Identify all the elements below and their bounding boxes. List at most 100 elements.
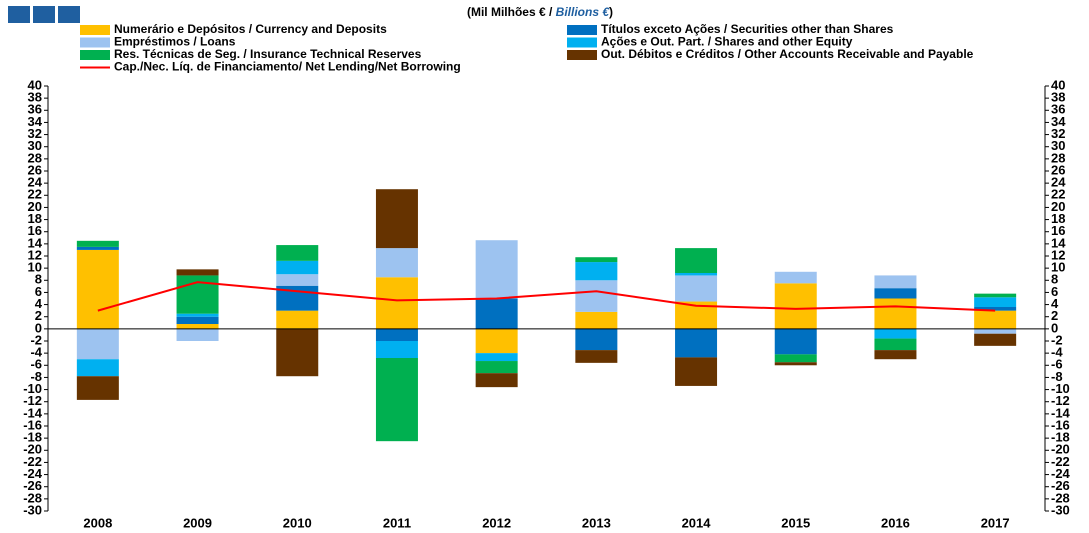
bar-segment [675, 275, 718, 302]
legend-swatch [567, 37, 597, 48]
y-tick-label: 22 [28, 187, 42, 202]
bar-segment [276, 310, 319, 329]
bar-segment [375, 341, 418, 358]
x-tick-label: 2016 [881, 515, 910, 530]
y2-tick-label: 16 [1051, 223, 1065, 238]
bar-segment [575, 350, 618, 363]
bar-segment [276, 245, 319, 261]
bar-segment [375, 358, 418, 442]
legend-label: Cap./Nec. Líq. de Financiamento/ Net Len… [114, 60, 461, 74]
y2-tick-label: -12 [1051, 393, 1070, 408]
legend-swatch [567, 50, 597, 60]
bar-segment [76, 359, 119, 377]
y2-tick-label: 18 [1051, 211, 1065, 226]
legend-label: Ações e Out. Part. / Shares and other Eq… [601, 35, 853, 49]
y2-tick-label: 22 [1051, 187, 1065, 202]
y2-tick-label: 14 [1051, 235, 1066, 250]
y-tick-label: 8 [35, 272, 42, 287]
bar-segment [575, 257, 618, 263]
bar-segment [974, 293, 1017, 298]
net-lending-line [97, 281, 996, 312]
bar-segment [874, 338, 917, 351]
y2-tick-label: 26 [1051, 162, 1065, 177]
y-tick-label: -16 [23, 417, 42, 432]
chart-title: (Mil Milhões € / Billions €) [467, 5, 613, 19]
y2-tick-label: 36 [1051, 102, 1065, 117]
bar-segment [76, 240, 119, 247]
legend-label: Res. Técnicas de Seg. / Insurance Techni… [114, 47, 422, 61]
x-tick-label: 2015 [781, 515, 810, 530]
legend-label: Empréstimos / Loans [114, 35, 236, 49]
y2-tick-label: -6 [1051, 357, 1063, 372]
bar-segment [575, 262, 618, 281]
bar-segment [276, 328, 319, 377]
bar-segment [276, 260, 319, 275]
y-tick-label: -18 [23, 430, 42, 445]
legend-label: Títulos exceto Ações / Securities other … [601, 22, 894, 36]
bar-segment [675, 273, 718, 276]
x-tick-label: 2008 [83, 515, 112, 530]
y-tick-label: -26 [23, 478, 42, 493]
bar-segment [575, 311, 618, 329]
bar-segment [874, 350, 917, 360]
y-tick-label: 4 [35, 296, 43, 311]
bar-segment [675, 328, 718, 358]
bar-segment [874, 288, 917, 299]
logo-block [58, 6, 80, 23]
y-tick-label: 38 [28, 90, 42, 105]
y2-tick-label: -10 [1051, 381, 1070, 396]
y-tick-label: 10 [28, 260, 42, 275]
y2-tick-label: -20 [1051, 442, 1070, 457]
bar-segment [375, 277, 418, 329]
bar-segment [974, 297, 1017, 307]
legend-swatch [80, 37, 110, 48]
legend-swatch [80, 25, 110, 35]
y-tick-label: 36 [28, 102, 42, 117]
y2-tick-label: 30 [1051, 138, 1065, 153]
y2-tick-label: 34 [1051, 114, 1066, 129]
y-tick-label: 14 [28, 235, 43, 250]
title-en: Billions € [556, 5, 611, 19]
bar-segment [974, 333, 1017, 346]
bar-segment [176, 269, 219, 276]
y2-tick-label: -16 [1051, 417, 1070, 432]
x-tick-label: 2013 [582, 515, 611, 530]
y-tick-label: 0 [35, 320, 42, 335]
bar-segment [974, 328, 1017, 334]
y2-tick-label: 4 [1051, 296, 1059, 311]
y2-tick-label: 28 [1051, 150, 1065, 165]
y-tick-label: -12 [23, 393, 42, 408]
y2-tick-label: 38 [1051, 90, 1065, 105]
y-tick-label: 26 [28, 162, 42, 177]
y2-tick-label: 0 [1051, 320, 1058, 335]
y2-tick-label: -26 [1051, 478, 1070, 493]
y-tick-label: -6 [30, 357, 42, 372]
y-tick-label: 18 [28, 211, 42, 226]
y-tick-label: 6 [35, 284, 42, 299]
y2-tick-label: 20 [1051, 199, 1065, 214]
x-tick-label: 2014 [682, 515, 712, 530]
legend-swatch [567, 25, 597, 35]
bar-segment [375, 189, 418, 249]
y2-tick-label: -8 [1051, 369, 1063, 384]
logo-block [8, 6, 30, 23]
bar-segment [774, 362, 817, 366]
legend-swatch [80, 50, 110, 60]
bar-segment [176, 328, 219, 341]
y2-tick-label: 8 [1051, 272, 1058, 287]
bar-segment [475, 353, 518, 362]
bar-segment [76, 246, 119, 250]
y2-tick-label: 12 [1051, 247, 1065, 262]
y2-tick-label: 2 [1051, 308, 1058, 323]
bar-segment [276, 274, 319, 286]
y2-tick-label: 40 [1051, 77, 1065, 92]
y-tick-label: -2 [30, 332, 42, 347]
bar-segment [475, 373, 518, 388]
title-pt: (Mil Milhões € / [467, 5, 556, 19]
y2-tick-label: -24 [1051, 466, 1071, 481]
x-tick-label: 2010 [283, 515, 312, 530]
y-tick-label: 20 [28, 199, 42, 214]
bar-segment [874, 328, 917, 339]
bar-segment [575, 280, 618, 312]
